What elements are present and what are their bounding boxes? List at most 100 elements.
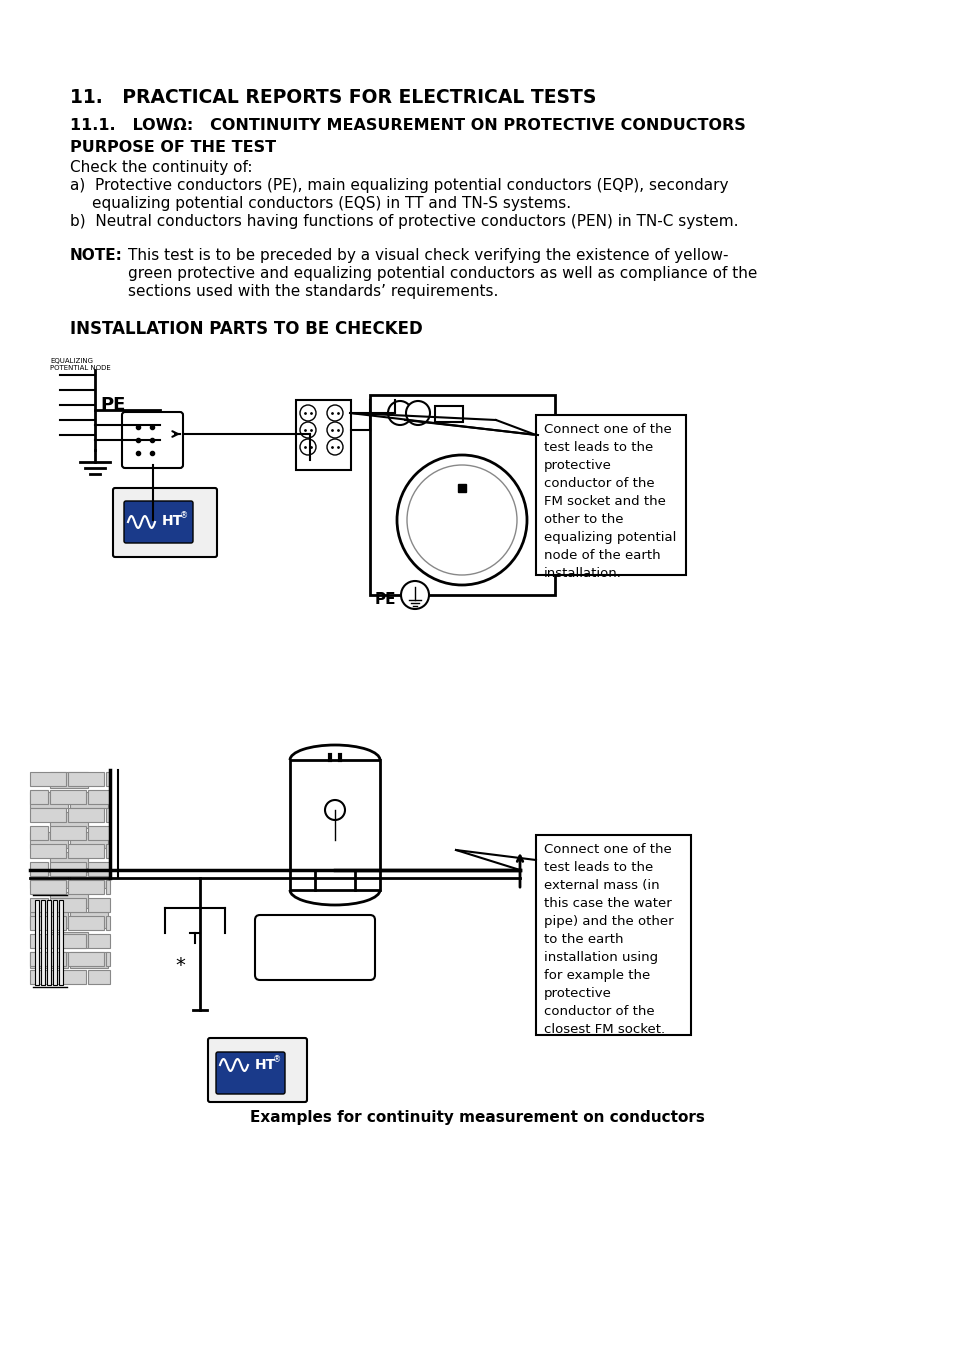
Circle shape	[299, 422, 315, 438]
Bar	[30, 934, 48, 948]
Text: HT: HT	[254, 1058, 276, 1071]
Bar	[30, 825, 48, 840]
Text: ®: ®	[180, 512, 188, 520]
Circle shape	[327, 439, 343, 455]
Bar	[70, 871, 108, 888]
Bar	[88, 862, 110, 875]
Circle shape	[325, 800, 345, 820]
Bar	[68, 916, 104, 929]
Bar	[106, 771, 110, 786]
Text: PURPOSE OF THE TEST: PURPOSE OF THE TEST	[70, 141, 275, 155]
FancyBboxPatch shape	[536, 415, 685, 576]
FancyBboxPatch shape	[122, 412, 183, 467]
Circle shape	[407, 465, 517, 576]
Bar	[50, 771, 88, 788]
Bar	[59, 900, 63, 985]
Bar	[30, 844, 66, 858]
Bar	[53, 900, 57, 985]
Text: PE: PE	[375, 593, 396, 608]
Bar	[88, 790, 110, 804]
Text: HT: HT	[162, 513, 183, 528]
Bar	[50, 934, 86, 948]
Text: Check the continuity of:: Check the continuity of:	[70, 159, 253, 176]
Bar	[30, 871, 68, 888]
Bar	[457, 484, 465, 492]
Bar	[50, 862, 86, 875]
Text: This test is to be preceded by a visual check verifying the existence of yellow-: This test is to be preceded by a visual …	[128, 249, 728, 263]
Bar	[88, 898, 110, 912]
Bar	[70, 912, 108, 928]
Text: PE: PE	[100, 396, 125, 413]
Bar	[68, 844, 104, 858]
Bar	[50, 970, 86, 984]
Circle shape	[388, 401, 412, 426]
Text: *: *	[174, 955, 185, 974]
Bar	[30, 808, 66, 821]
Bar	[68, 952, 104, 966]
Bar	[88, 825, 110, 840]
Text: sections used with the standards’ requirements.: sections used with the standards’ requir…	[128, 284, 497, 299]
Bar	[30, 790, 48, 804]
Text: Connect one of the
test leads to the
protective
conductor of the
FM socket and t: Connect one of the test leads to the pro…	[543, 423, 676, 580]
Bar	[41, 900, 45, 985]
Circle shape	[299, 405, 315, 422]
Circle shape	[400, 581, 429, 609]
Bar	[70, 792, 108, 808]
Bar	[50, 825, 86, 840]
Bar	[70, 952, 108, 969]
Bar	[30, 952, 66, 966]
Bar	[370, 394, 555, 594]
Bar	[68, 880, 104, 894]
Bar	[106, 916, 110, 929]
Text: 11.   PRACTICAL REPORTS FOR ELECTRICAL TESTS: 11. PRACTICAL REPORTS FOR ELECTRICAL TES…	[70, 88, 596, 107]
Text: ®: ®	[273, 1055, 281, 1065]
Text: INSTALLATION PARTS TO BE CHECKED: INSTALLATION PARTS TO BE CHECKED	[70, 320, 422, 338]
Text: equalizing potential conductors (EQS) in TT and TN-S systems.: equalizing potential conductors (EQS) in…	[91, 196, 571, 211]
Bar	[30, 880, 66, 894]
Text: EQUALIZING
POTENTIAL NODE: EQUALIZING POTENTIAL NODE	[50, 358, 111, 372]
Bar	[88, 970, 110, 984]
Bar	[50, 790, 86, 804]
Bar	[30, 912, 68, 928]
Bar	[30, 771, 66, 786]
Circle shape	[327, 405, 343, 422]
Text: green protective and equalizing potential conductors as well as compliance of th: green protective and equalizing potentia…	[128, 266, 757, 281]
Text: a)  Protective conductors (PE), main equalizing potential conductors (EQP), seco: a) Protective conductors (PE), main equa…	[70, 178, 728, 193]
FancyBboxPatch shape	[536, 835, 690, 1035]
FancyBboxPatch shape	[208, 1038, 307, 1102]
Bar	[30, 862, 48, 875]
Circle shape	[299, 439, 315, 455]
Text: b)  Neutral conductors having functions of protective conductors (PEN) in TN-C s: b) Neutral conductors having functions o…	[70, 213, 738, 230]
Bar	[435, 407, 462, 422]
Bar	[50, 812, 88, 828]
FancyBboxPatch shape	[215, 1052, 285, 1094]
Bar	[30, 792, 68, 808]
Bar	[30, 832, 68, 848]
Circle shape	[327, 422, 343, 438]
FancyBboxPatch shape	[254, 915, 375, 979]
Bar	[30, 916, 66, 929]
Bar	[68, 808, 104, 821]
Circle shape	[406, 401, 430, 426]
Bar	[50, 932, 88, 948]
Circle shape	[396, 455, 526, 585]
Bar	[50, 852, 88, 867]
Bar	[88, 934, 110, 948]
Bar	[290, 761, 379, 890]
Bar	[106, 808, 110, 821]
Bar	[30, 970, 48, 984]
Text: Examples for continuity measurement on conductors: Examples for continuity measurement on c…	[250, 1111, 703, 1125]
Text: NOTE:: NOTE:	[70, 249, 123, 263]
FancyBboxPatch shape	[124, 501, 193, 543]
Bar	[70, 832, 108, 848]
Bar	[30, 952, 68, 969]
Bar	[35, 900, 39, 985]
Bar	[106, 952, 110, 966]
Bar	[68, 771, 104, 786]
Bar	[106, 880, 110, 894]
Bar	[50, 898, 86, 912]
Bar	[106, 844, 110, 858]
FancyBboxPatch shape	[112, 488, 216, 557]
Bar	[50, 892, 88, 908]
Text: Connect one of the
test leads to the
external mass (in
this case the water
pipe): Connect one of the test leads to the ext…	[543, 843, 673, 1036]
